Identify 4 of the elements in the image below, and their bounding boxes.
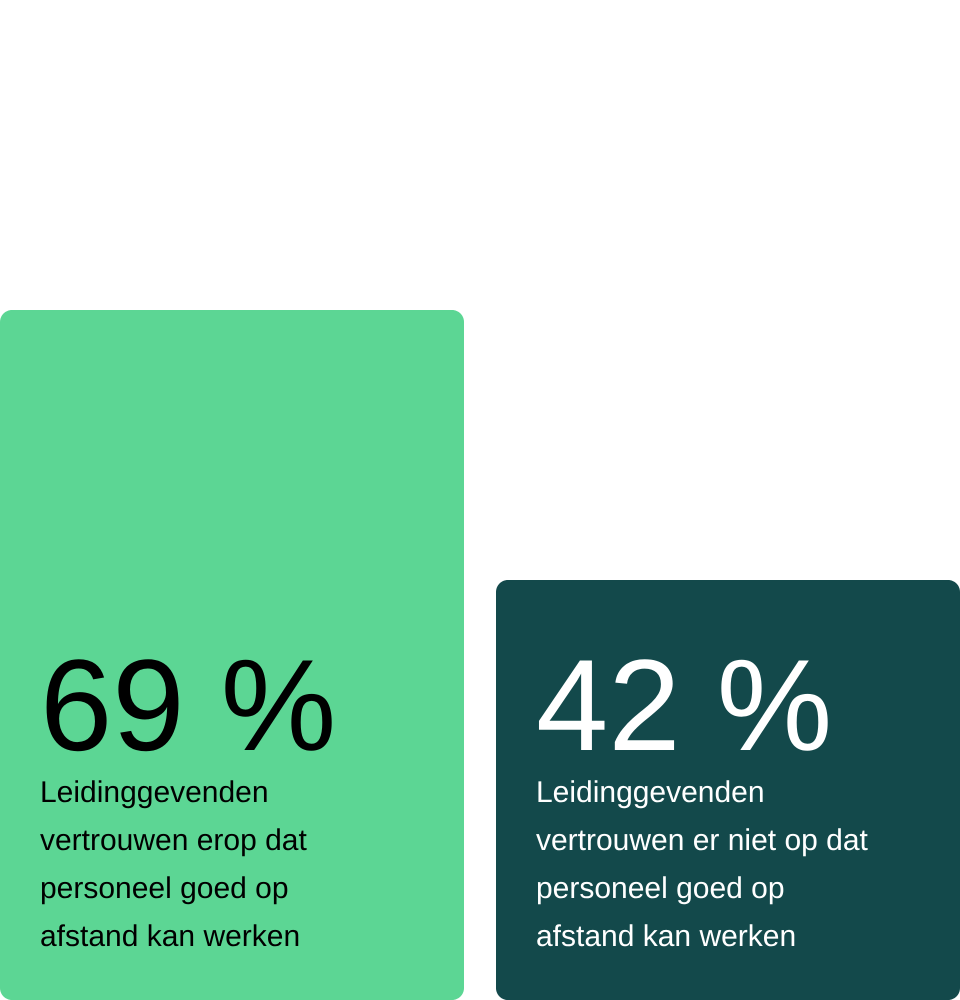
data-label: 69 %	[40, 632, 336, 778]
x-tick-label: Leidinggevenden vertrouwen er niet op dat personeel goed op afstand kan werken	[536, 776, 869, 953]
data-label: 42 %	[536, 632, 832, 778]
x-tick-label: Leidinggevenden vertrouwen erop dat personeel goed op afstand kan werken	[40, 776, 308, 953]
